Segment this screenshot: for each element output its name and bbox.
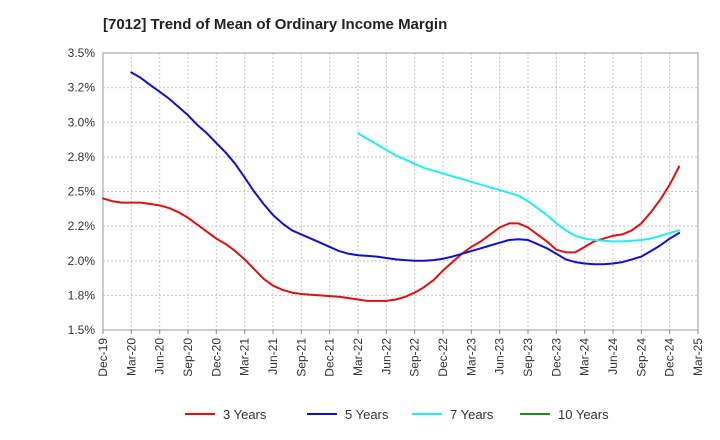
x-tick-label: Sep-22 <box>408 338 422 377</box>
y-tick-label: 3.2% <box>68 81 96 95</box>
y-tick-label: 2.5% <box>68 185 96 199</box>
y-tick-label: 3.5% <box>68 46 96 60</box>
legend-label: 5 Years <box>345 407 389 422</box>
x-tick-label: Dec-22 <box>436 338 450 377</box>
legend-label: 3 Years <box>223 407 267 422</box>
x-tick-label: Dec-20 <box>209 338 223 377</box>
plot-area-border <box>102 52 699 331</box>
x-tick-label: Mar-20 <box>124 338 138 376</box>
series-line <box>130 71 681 266</box>
x-tick-label: Dec-24 <box>663 338 677 377</box>
y-tick-label: 2.2% <box>68 219 96 233</box>
chart-title: [7012] Trend of Mean of Ordinary Income … <box>103 16 448 33</box>
y-tick-label: 3.0% <box>68 115 96 129</box>
x-tick-label: Mar-25 <box>691 338 705 376</box>
x-tick-label: Jun-23 <box>493 338 507 375</box>
x-tick-label: Jun-21 <box>266 338 280 375</box>
x-tick-label: Mar-24 <box>578 338 592 376</box>
legend-label: 10 Years <box>558 407 609 422</box>
legend-label: 7 Years <box>450 407 494 422</box>
y-tick-label: 2.8% <box>68 150 96 164</box>
series-line <box>102 165 681 302</box>
x-tick-label: Jun-22 <box>379 338 393 375</box>
y-tick-label: 1.5% <box>68 323 96 337</box>
x-tick-label: Sep-21 <box>294 338 308 377</box>
x-tick-label: Sep-24 <box>634 338 648 377</box>
x-tick-label: Dec-21 <box>323 338 337 377</box>
x-tick-label: Mar-23 <box>464 338 478 376</box>
series-line <box>357 132 681 243</box>
x-tick-label: Mar-21 <box>238 338 252 376</box>
x-tick-label: Dec-19 <box>96 338 110 377</box>
x-tick-label: Dec-23 <box>549 338 563 377</box>
x-tick-label: Mar-22 <box>351 338 365 376</box>
x-tick-label: Jun-20 <box>153 338 167 375</box>
y-tick-label: 1.8% <box>68 288 96 302</box>
x-tick-label: Sep-23 <box>521 338 535 377</box>
x-tick-label: Jun-24 <box>606 338 620 375</box>
x-tick-label: Sep-20 <box>181 338 195 377</box>
y-tick-label: 2.0% <box>68 254 96 268</box>
